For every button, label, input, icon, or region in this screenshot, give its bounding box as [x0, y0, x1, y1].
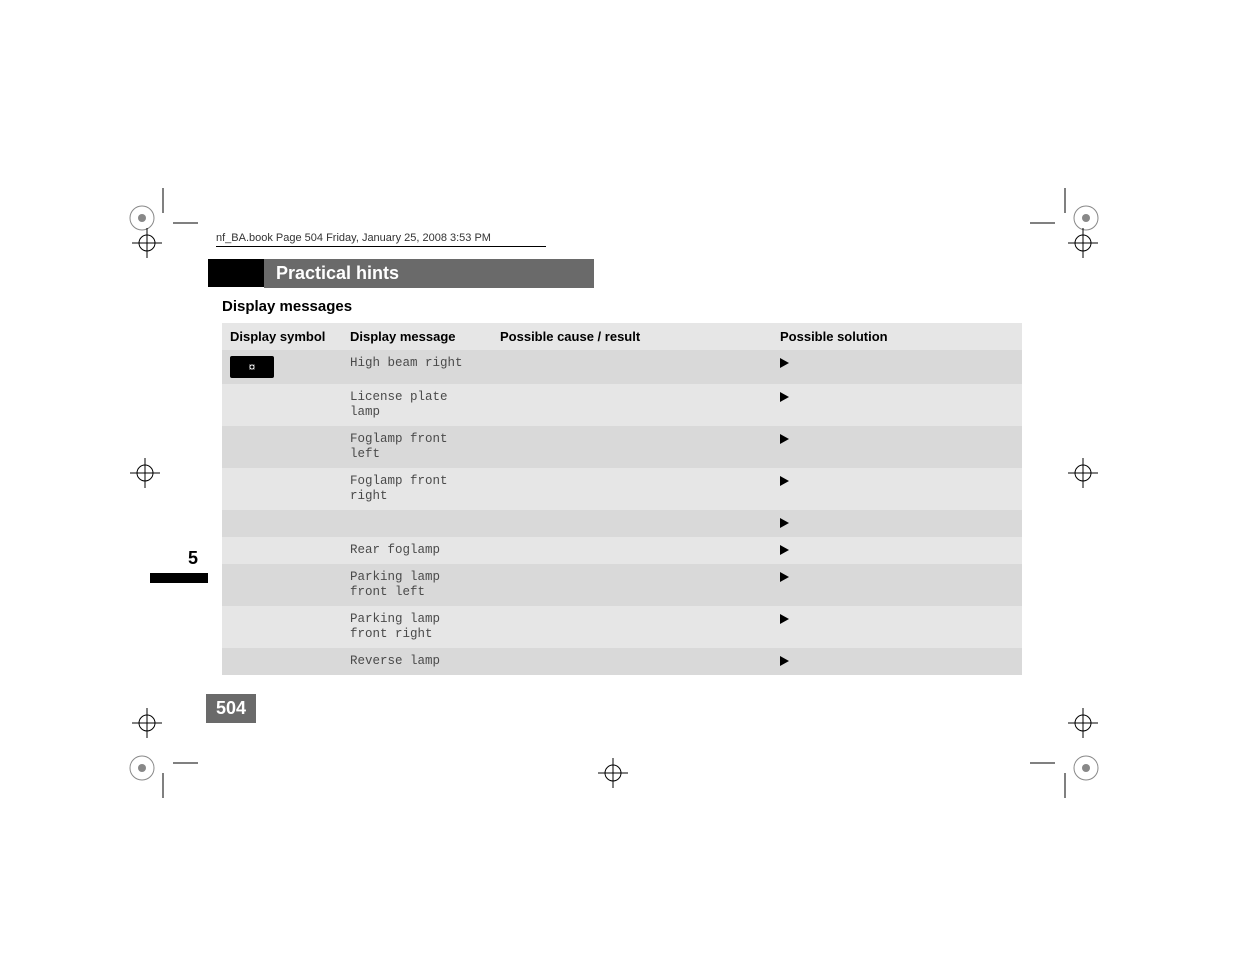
table-header-row: Display symbol Display message Possible … [222, 323, 1022, 350]
page-subtitle: Display messages [222, 298, 1028, 315]
table-row: License plate lamp [222, 384, 1022, 426]
section-number: 5 [150, 548, 208, 569]
cell-cause [492, 468, 772, 510]
register-target-icon [1068, 458, 1098, 488]
cell-cause [492, 384, 772, 426]
cell-message: Foglamp front right [342, 468, 492, 510]
table-row: Reverse lamp [222, 648, 1022, 675]
display-message-text: Reverse lamp [350, 654, 484, 669]
cell-symbol [222, 648, 342, 675]
triangle-right-icon [780, 656, 789, 666]
cell-message: Parking lamp front right [342, 606, 492, 648]
cell-message: Rear foglamp [342, 537, 492, 564]
cell-symbol: ¤ [222, 350, 342, 384]
register-target-icon [1068, 228, 1098, 258]
cell-symbol [222, 537, 342, 564]
cell-solution [772, 510, 1022, 537]
cell-solution [772, 648, 1022, 675]
triangle-right-icon [780, 518, 789, 528]
file-header-path: nf_BA.book Page 504 Friday, January 25, … [216, 232, 546, 247]
cell-solution [772, 426, 1022, 468]
triangle-right-icon [780, 434, 789, 444]
lamp-symbol-icon: ¤ [230, 356, 274, 378]
cell-symbol [222, 564, 342, 606]
cell-message [342, 510, 492, 537]
col-header-cause: Possible cause / result [492, 323, 772, 350]
section-tab-bar [150, 573, 208, 583]
crop-mark [128, 728, 198, 798]
table-row [222, 510, 1022, 537]
col-header-solution: Possible solution [772, 323, 1022, 350]
display-message-text: Rear foglamp [350, 543, 484, 558]
table-row: ¤ High beam right [222, 350, 1022, 384]
triangle-right-icon [780, 614, 789, 624]
cell-solution [772, 537, 1022, 564]
triangle-right-icon [780, 392, 789, 402]
cell-cause [492, 564, 772, 606]
cell-symbol [222, 510, 342, 537]
cell-cause [492, 648, 772, 675]
crop-mark [1030, 728, 1100, 798]
table-row: Foglamp front left [222, 426, 1022, 468]
cell-solution [772, 384, 1022, 426]
triangle-right-icon [780, 358, 789, 368]
cell-symbol [222, 468, 342, 510]
display-message-text: Foglamp front left [350, 432, 484, 462]
page-content: nf_BA.book Page 504 Friday, January 25, … [208, 232, 1028, 752]
section-tab: 5 [150, 548, 208, 583]
register-target-icon [132, 708, 162, 738]
cell-message: High beam right [342, 350, 492, 384]
display-message-text: Foglamp front right [350, 474, 484, 504]
table-row: Parking lamp front left [222, 564, 1022, 606]
cell-solution [772, 606, 1022, 648]
cell-message: Reverse lamp [342, 648, 492, 675]
register-target-icon [132, 228, 162, 258]
register-target-icon [1068, 708, 1098, 738]
cell-cause [492, 537, 772, 564]
cell-cause [492, 606, 772, 648]
display-messages-table: Display symbol Display message Possible … [222, 323, 1022, 675]
register-target-icon [598, 758, 628, 788]
cell-solution [772, 564, 1022, 606]
col-header-message: Display message [342, 323, 492, 350]
table-row: Parking lamp front right [222, 606, 1022, 648]
triangle-right-icon [780, 545, 789, 555]
cell-symbol [222, 384, 342, 426]
table-row: Foglamp front right [222, 468, 1022, 510]
cell-message: Parking lamp front left [342, 564, 492, 606]
display-message-text: License plate lamp [350, 390, 484, 420]
cell-solution [772, 468, 1022, 510]
cell-cause [492, 350, 772, 384]
table-row: Rear foglamp [222, 537, 1022, 564]
cell-cause [492, 426, 772, 468]
triangle-right-icon [780, 476, 789, 486]
register-target-icon [130, 458, 160, 488]
cell-symbol [222, 426, 342, 468]
display-message-text: Parking lamp front left [350, 570, 484, 600]
triangle-right-icon [780, 572, 789, 582]
title-black-block [208, 259, 264, 287]
cell-message: License plate lamp [342, 384, 492, 426]
col-header-symbol: Display symbol [222, 323, 342, 350]
cell-cause [492, 510, 772, 537]
cell-message: Foglamp front left [342, 426, 492, 468]
cell-symbol [222, 606, 342, 648]
cell-solution [772, 350, 1022, 384]
title-bar: Practical hints [208, 259, 1028, 288]
display-message-text: Parking lamp front right [350, 612, 484, 642]
page-title: Practical hints [264, 259, 594, 288]
display-message-text: High beam right [350, 356, 484, 371]
